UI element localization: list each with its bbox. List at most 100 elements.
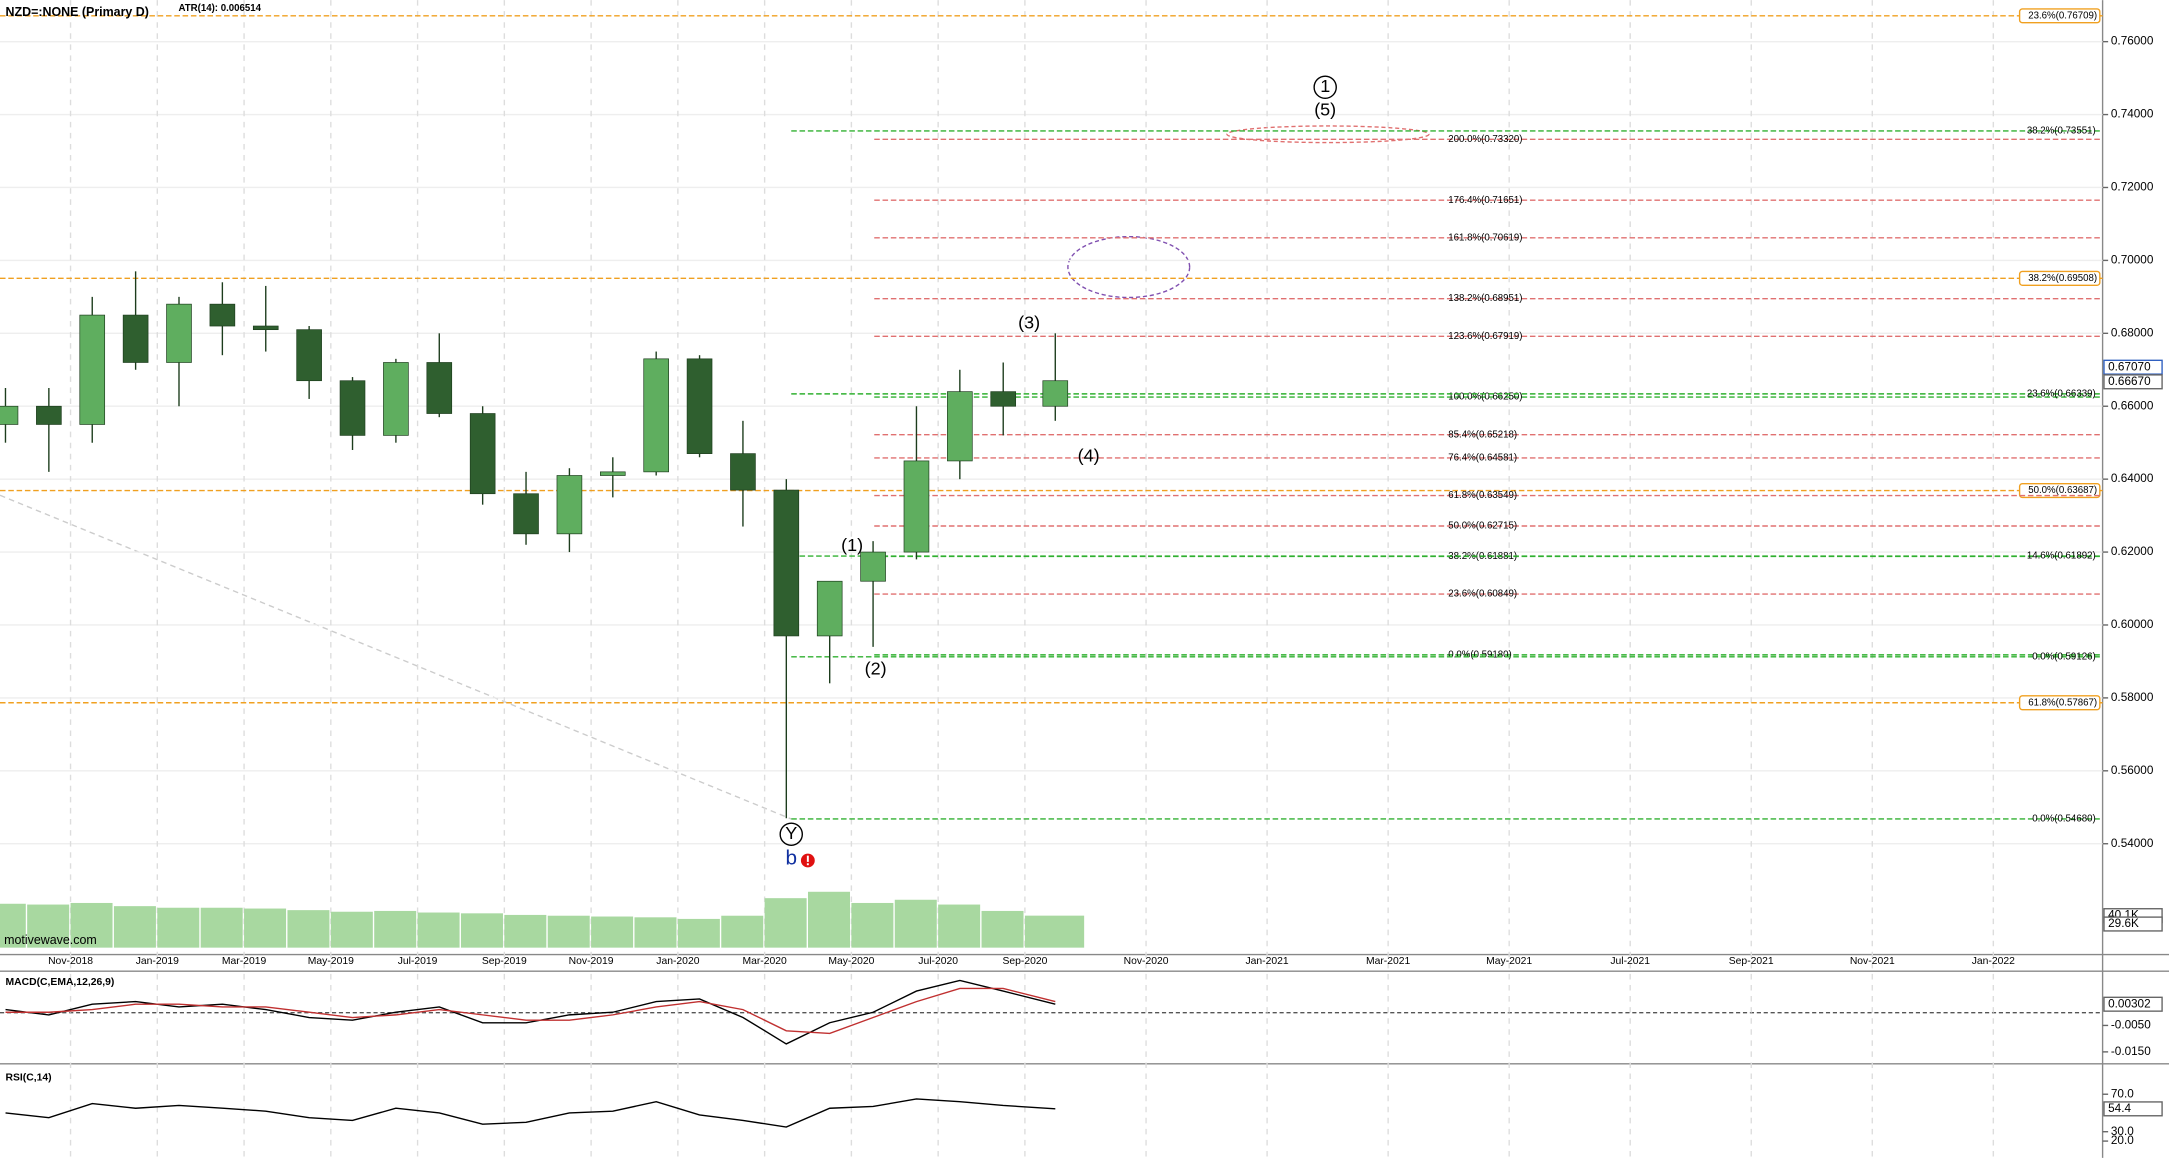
fib-label: 38.2%(0.69508)	[2028, 273, 2097, 284]
volume-bar	[1024, 915, 1085, 948]
wave-label: (4)	[1078, 445, 1100, 465]
fib-label: 100.0%(0.66250)	[1448, 392, 1522, 403]
value-tag: 54.4	[2108, 1102, 2131, 1115]
candle-body	[947, 391, 973, 462]
volume-bar	[460, 913, 503, 948]
alert-icon-mark	[806, 863, 809, 866]
fib-label: 50.0%(0.62715)	[1448, 521, 1517, 532]
atr-label: ATR(14): 0.006514	[178, 3, 261, 14]
panel-title: MACD(C,EMA,12,26,9)	[6, 977, 115, 988]
volume-bar	[591, 916, 634, 948]
y-tick-label: 0.58000	[2111, 691, 2154, 704]
volume-bar	[330, 911, 373, 948]
fib-label: 176.4%(0.71651)	[1448, 195, 1522, 206]
fib-label: 23.6%(0.66339)	[2027, 388, 2096, 399]
wave-label: b	[785, 847, 797, 870]
volume-bar	[113, 906, 156, 948]
candle-body	[209, 303, 236, 327]
x-tick-label: Mar-2020	[742, 956, 787, 967]
alert-icon-mark	[806, 855, 809, 862]
x-tick-label: Jan-2020	[656, 956, 699, 967]
candle-body	[1042, 380, 1069, 407]
target-zone	[1067, 235, 1191, 299]
x-tick-label: Sep-2021	[1729, 956, 1774, 967]
fib-label: 61.8%(0.57867)	[2028, 697, 2097, 708]
x-tick-label: Nov-2020	[1124, 956, 1169, 967]
y-tick-label: 20.0	[2111, 1134, 2134, 1147]
x-tick-label: Mar-2019	[222, 956, 267, 967]
wave-circle	[1313, 75, 1337, 99]
volume-bar	[287, 910, 330, 948]
x-tick-label: Jul-2020	[918, 956, 958, 967]
y-tick-label: 0.64000	[2111, 472, 2154, 485]
y-tick-label: 0.68000	[2111, 326, 2154, 339]
y-tick-label: 0.72000	[2111, 181, 2154, 194]
x-tick-label: Jan-2021	[1245, 956, 1288, 967]
candle-body	[339, 380, 366, 436]
level-tag-box	[2018, 8, 2101, 24]
candle-body	[383, 362, 409, 436]
x-tick-label: May-2019	[308, 956, 354, 967]
symbol-title: NZD=:NONE (Primary D)	[6, 5, 149, 19]
indicator-line	[5, 987, 1056, 1035]
panel-title: RSI(C,14)	[6, 1072, 52, 1083]
value-tag-box	[2103, 916, 2163, 932]
volume-bar	[200, 907, 243, 948]
x-tick-label: Nov-2018	[48, 956, 93, 967]
candle-body	[903, 460, 930, 553]
volume-bar	[851, 902, 894, 948]
y-tick-label: 0.70000	[2111, 254, 2154, 267]
x-tick-label: Jul-2019	[398, 956, 438, 967]
x-tick-label: Jul-2021	[1610, 956, 1650, 967]
wave-label: (3)	[1018, 313, 1040, 333]
candle-body	[469, 413, 496, 495]
volume-bar	[70, 902, 113, 948]
volume-bar	[808, 891, 851, 948]
trend-line	[0, 494, 792, 820]
x-tick-label: Jan-2022	[1972, 956, 2015, 967]
fib-label: 200.0%(0.73320)	[1448, 134, 1522, 145]
x-tick-label: Sep-2019	[482, 956, 527, 967]
candle-body	[166, 303, 192, 363]
candle-body	[122, 314, 149, 363]
candle-body	[600, 471, 626, 476]
watermark: motivewave.com	[4, 933, 97, 947]
volume-bar	[244, 908, 287, 948]
x-tick-label: Jan-2019	[136, 956, 179, 967]
value-tag-box	[2103, 1101, 2163, 1117]
volume-bar	[27, 904, 70, 948]
candle-body	[79, 314, 106, 425]
target-zone	[1226, 125, 1430, 144]
candle-body	[556, 475, 583, 535]
value-tag: 0.00302	[2108, 997, 2150, 1010]
candle-body	[252, 325, 279, 331]
volume-bar	[417, 912, 460, 948]
volume-bar	[157, 907, 200, 948]
value-tag-box	[2103, 374, 2163, 390]
fib-label: 38.2%(0.73551)	[2027, 126, 2096, 137]
value-tag-box	[2103, 359, 2163, 375]
fib-label: 0.0%(0.59180)	[1448, 649, 1511, 660]
y-tick-label: 70.0	[2111, 1087, 2134, 1100]
wave-label: (5)	[1314, 100, 1336, 120]
volume-bar	[894, 899, 937, 948]
volume-bar	[374, 910, 417, 948]
wave-label: 1	[1320, 76, 1330, 96]
volume-bar	[938, 904, 981, 948]
fib-label: 14.6%(0.61892)	[2027, 551, 2096, 562]
value-tag: 0.67070	[2108, 360, 2151, 373]
x-tick-label: May-2020	[828, 956, 874, 967]
y-tick-label: 30.0	[2111, 1125, 2134, 1138]
wave-label: Y	[785, 823, 797, 843]
candle-body	[860, 551, 886, 582]
candle-body	[296, 329, 322, 382]
candle-body	[0, 405, 19, 425]
candle-body	[426, 362, 453, 414]
wave-circle	[779, 822, 804, 846]
fib-label: 0.0%(0.59126)	[2032, 651, 2095, 662]
y-tick-label: 0.60000	[2111, 618, 2154, 631]
x-tick-label: Sep-2020	[1002, 956, 1047, 967]
fib-label: 123.6%(0.67919)	[1448, 331, 1522, 342]
